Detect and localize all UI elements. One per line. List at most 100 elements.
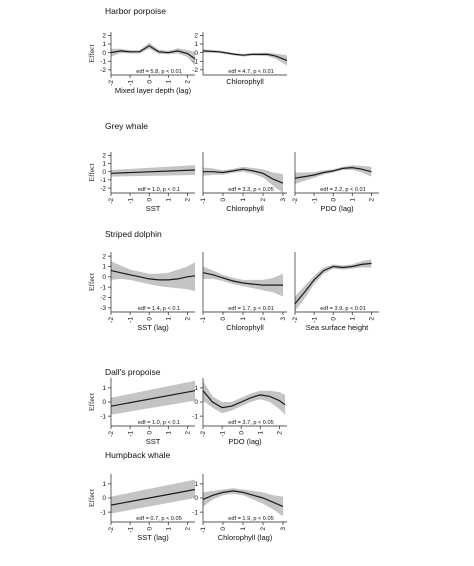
- y-tick-label: 2: [102, 33, 106, 40]
- y-tick-label: -1: [100, 177, 106, 184]
- y-tick-label: 2: [194, 33, 198, 40]
- x-tick-label: 3: [280, 198, 287, 202]
- y-tick-label: -2: [100, 295, 106, 302]
- y-tick-label: 1: [194, 385, 198, 392]
- x-tick-label: -2: [292, 198, 299, 204]
- y-tick-label: -2: [100, 185, 106, 192]
- x-tick-label: 3: [280, 317, 287, 321]
- y-axis-label: Effect: [87, 43, 96, 62]
- edf-annotation: edf = 3.7, p < 0.05: [228, 420, 273, 426]
- x-tick-label: 0: [146, 80, 153, 84]
- edf-annotation: edf = 1.9, p < 0.05: [228, 516, 273, 522]
- x-tick-label: 2: [185, 527, 192, 531]
- x-tick-label: 1: [240, 527, 247, 531]
- x-tick-label: -1: [200, 198, 207, 204]
- fitted-line: [294, 166, 372, 179]
- x-tick-label: 1: [240, 317, 247, 321]
- y-axis-label: Effect: [87, 392, 96, 411]
- x-axis-label: Mixed layer depth (lag): [115, 86, 192, 95]
- effect-panel: -1 0 1 -1 0 1 2 3 edf = 1.9, p < 0.05 Chlorophyll…: [192, 474, 287, 542]
- y-tick-label: 1: [194, 41, 198, 48]
- y-tick-label: 0: [102, 495, 106, 502]
- x-tick-label: 2: [260, 527, 267, 531]
- fitted-line: [202, 390, 286, 409]
- x-tick-label: 0: [330, 198, 337, 202]
- fitted-line: [294, 262, 372, 305]
- fitted-line: [110, 169, 196, 174]
- fitted-line: [202, 490, 284, 508]
- edf-annotation: edf = 2.2, p < 0.01: [320, 187, 365, 193]
- y-tick-label: -1: [100, 509, 106, 516]
- y-axis-label: Effect: [87, 272, 96, 291]
- y-tick-label: 1: [102, 161, 106, 168]
- x-tick-label: 2: [369, 198, 376, 202]
- y-tick-label: -1: [100, 413, 106, 420]
- x-tick-label: 0: [220, 317, 227, 321]
- effect-panel: -2 -1 0 1 2 edf = 3.9, p < 0.01 Sea surface he…: [292, 252, 379, 332]
- fitted-line: [110, 270, 196, 281]
- confidence-band: [203, 266, 283, 297]
- x-tick-label: 0: [220, 198, 227, 202]
- confidence-band: [203, 49, 287, 66]
- edf-annotation: edf = 5.8, p < 0.01: [136, 69, 181, 75]
- species-title: Striped dolphin: [105, 229, 162, 239]
- x-tick-label: 1: [165, 198, 172, 202]
- effect-panel: -1 0 1 2 3 edf = 1.7, p < 0.01 Chlorophyll: [200, 252, 287, 332]
- x-tick-label: 2: [185, 80, 192, 84]
- y-tick-label: 2: [102, 152, 106, 159]
- y-tick-label: -2: [100, 67, 106, 74]
- y-tick-label: 0: [102, 50, 106, 57]
- y-tick-label: 0: [194, 495, 198, 502]
- x-tick-label: 2: [260, 198, 267, 202]
- x-tick-label: 0: [238, 431, 245, 435]
- x-tick-label: 1: [165, 80, 172, 84]
- x-tick-label: -2: [108, 431, 115, 437]
- fitted-line: [110, 45, 196, 60]
- x-axis-label: Chlorophyll: [226, 204, 264, 213]
- x-axis-label: SST: [146, 204, 161, 213]
- x-axis-label: Chlorophyll: [226, 77, 264, 86]
- x-tick-label: -2: [292, 317, 299, 323]
- fitted-line: [202, 50, 288, 61]
- x-axis-label: Sea surface height: [306, 323, 369, 332]
- x-tick-label: -1: [127, 527, 134, 533]
- y-tick-label: 1: [102, 481, 106, 488]
- x-tick-label: 2: [260, 317, 267, 321]
- x-tick-label: 2: [185, 431, 192, 435]
- confidence-band: [295, 165, 372, 184]
- y-tick-label: 1: [102, 41, 106, 48]
- confidence-band: [203, 380, 286, 415]
- confidence-band: [111, 165, 195, 177]
- y-tick-label: -1: [192, 509, 198, 516]
- y-tick-label: 0: [194, 399, 198, 406]
- species-title: Grey whale: [105, 121, 148, 131]
- y-tick-label: -2: [192, 67, 198, 74]
- y-tick-label: 0: [102, 399, 106, 406]
- x-tick-label: -1: [311, 198, 318, 204]
- confidence-band: [111, 42, 195, 66]
- x-tick-label: 2: [277, 431, 284, 435]
- y-tick-label: -3: [100, 305, 106, 312]
- x-tick-label: -1: [127, 431, 134, 437]
- x-tick-label: 1: [349, 198, 356, 202]
- edf-annotation: edf = 4.7, p < 0.01: [228, 69, 273, 75]
- x-axis-label: SST (lag): [137, 533, 169, 542]
- y-tick-label: 0: [102, 169, 106, 176]
- species-title: Harbor porpoise: [105, 6, 166, 16]
- effect-panel: -1 0 1 -2 -1 0 1 2 edf = 1.0, p < 0.1 SST Effect: [87, 378, 196, 446]
- x-tick-label: 2: [185, 317, 192, 321]
- y-axis-label: Effect: [87, 162, 96, 181]
- edf-annotation: edf = 1.4, p < 0.1: [138, 306, 180, 312]
- confidence-band: [203, 488, 283, 517]
- x-tick-label: 1: [257, 431, 264, 435]
- x-tick-label: 1: [349, 317, 356, 321]
- x-tick-label: -1: [127, 198, 134, 204]
- edf-annotation: edf = 3.3, p < 0.05: [228, 187, 273, 193]
- y-tick-label: -1: [100, 284, 106, 291]
- x-tick-label: -2: [200, 431, 207, 437]
- x-tick-label: 0: [146, 198, 153, 202]
- x-tick-label: -2: [108, 198, 115, 204]
